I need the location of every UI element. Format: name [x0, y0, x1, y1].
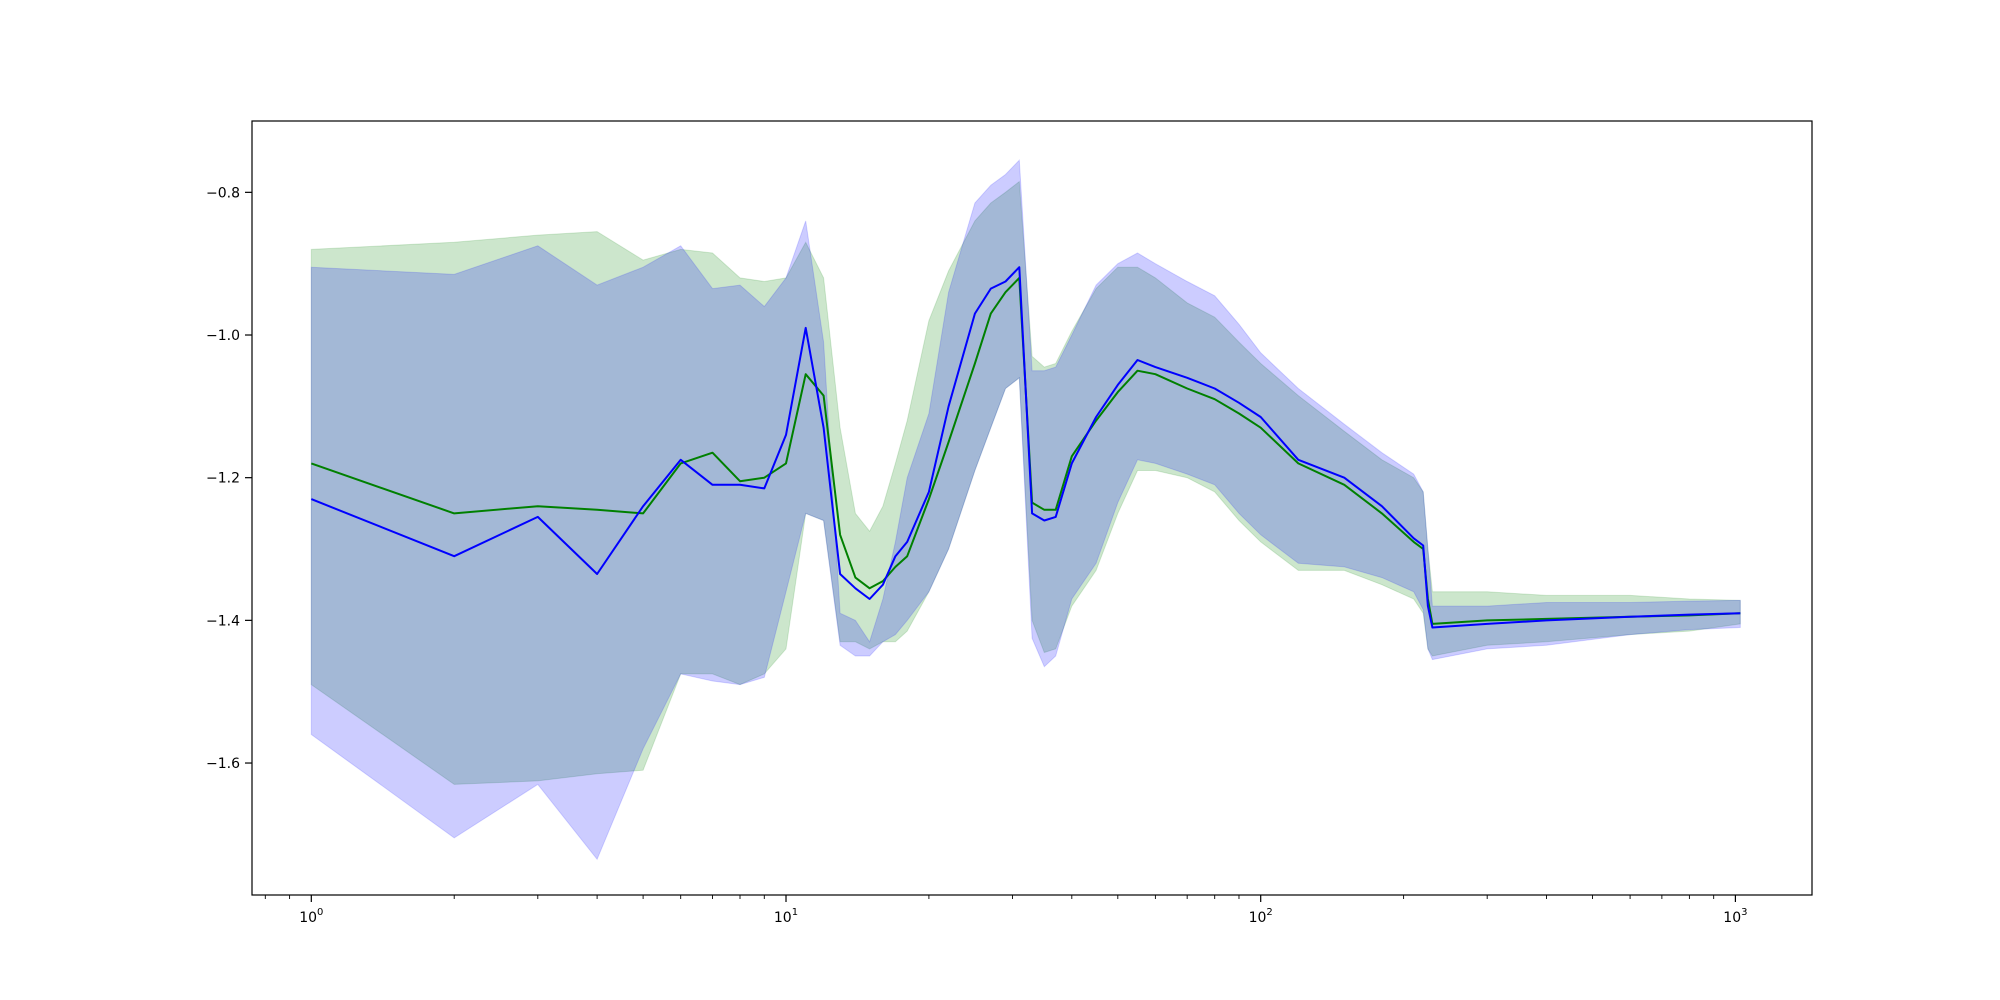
series-2-band — [310, 159, 1741, 861]
x-tick-label: 102 — [1249, 907, 1273, 926]
plot-frame — [251, 120, 1813, 896]
y-tick-label: −1.4 — [206, 613, 240, 629]
y-axis: −0.8 −1.0 −1.2 −1.4 −1.6 — [206, 185, 252, 772]
x-axis: 100 101 102 103 — [264, 895, 1748, 926]
y-tick-label: −1.6 — [206, 756, 240, 772]
y-tick-label: −1.2 — [206, 471, 240, 487]
series-2-line — [310, 266, 1741, 629]
series-1-band — [310, 180, 1741, 785]
series-lines — [310, 266, 1741, 629]
x-tick-label: 100 — [299, 907, 323, 926]
x-tick-label: 101 — [774, 907, 798, 926]
y-tick-label: −0.8 — [206, 185, 240, 201]
x-tick-label: 103 — [1723, 907, 1747, 926]
y-tick-label: −1.0 — [206, 328, 240, 344]
confidence-bands — [310, 159, 1741, 861]
